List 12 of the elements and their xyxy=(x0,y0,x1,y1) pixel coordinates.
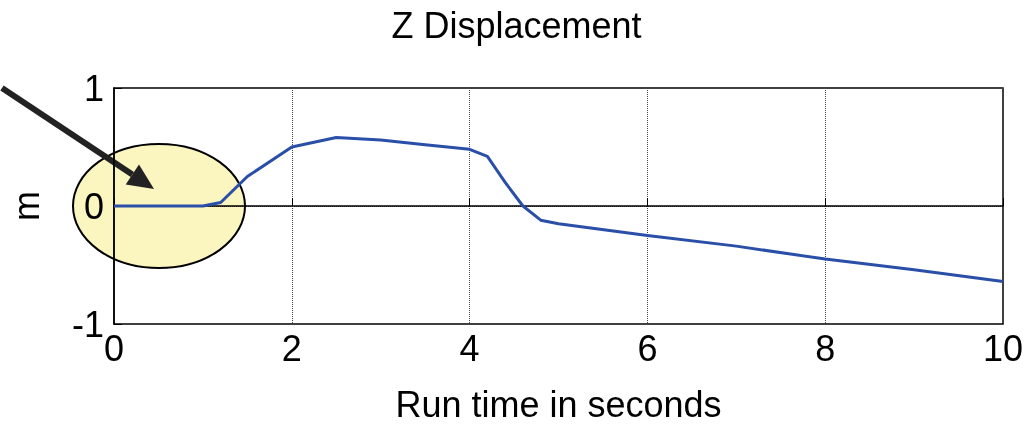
x-tick-label: 2 xyxy=(281,327,302,369)
y-axis-title: m xyxy=(5,191,47,221)
y-tick-label: 1 xyxy=(83,67,104,109)
x-tick-label: 10 xyxy=(982,327,1024,369)
y-tick-label: 0 xyxy=(83,185,104,227)
x-tick-label: 8 xyxy=(815,327,836,369)
line-series xyxy=(112,136,1005,284)
chart-title: Z Displacement xyxy=(391,4,642,46)
x-tick-label: 4 xyxy=(459,327,480,369)
x-tick-label: 6 xyxy=(637,327,658,369)
y-tick-label: -1 xyxy=(71,303,104,345)
x-axis-title: Run time in seconds xyxy=(395,383,722,425)
